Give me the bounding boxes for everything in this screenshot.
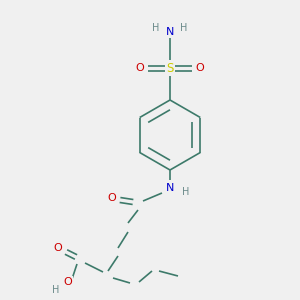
Text: O: O — [54, 243, 62, 253]
Text: O: O — [136, 63, 144, 73]
Text: O: O — [64, 277, 72, 287]
Text: H: H — [180, 23, 188, 33]
Text: O: O — [108, 193, 116, 203]
Text: N: N — [166, 27, 174, 37]
Text: H: H — [52, 285, 60, 295]
Text: H: H — [152, 23, 160, 33]
Text: H: H — [182, 187, 190, 197]
Text: O: O — [196, 63, 204, 73]
Text: S: S — [166, 61, 174, 74]
Text: N: N — [166, 183, 174, 193]
